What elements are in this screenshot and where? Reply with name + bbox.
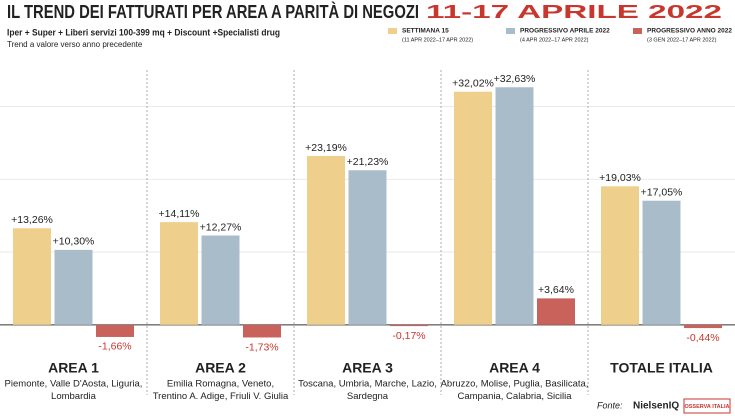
partner-box bbox=[683, 398, 731, 414]
bar bbox=[96, 324, 134, 337]
bar bbox=[495, 87, 534, 325]
value-label: +3,64% bbox=[538, 284, 574, 296]
source-label: Fonte: bbox=[597, 400, 623, 410]
legend-period: (11 APR 2022–17 APR 2022) bbox=[402, 37, 473, 43]
value-label: -0,44% bbox=[686, 332, 719, 344]
value-label: +23,19% bbox=[305, 142, 347, 154]
x-tick-label: TOTALE ITALIA bbox=[610, 360, 713, 376]
chart-title: IL TREND DEI FATTURATI PER AREA A PARITÀ… bbox=[7, 1, 419, 22]
category-regions: Lombardia bbox=[51, 391, 97, 402]
bar bbox=[454, 91, 492, 325]
value-label: +32,02% bbox=[452, 77, 494, 89]
x-tick-label: AREA 1 bbox=[48, 360, 99, 376]
category-regions: Emilia Romagna, Veneto, bbox=[167, 379, 274, 390]
value-label: +14,11% bbox=[159, 208, 200, 220]
category-regions: Campania, Calabria, Sicilia bbox=[457, 391, 572, 402]
note: Trend a valore verso anno precedente bbox=[7, 40, 143, 49]
subtitle: Iper + Super + Liberi servizi 100-399 mq… bbox=[7, 28, 280, 39]
category-regions: Piemonte, Valle D'Aosta, Liguria, bbox=[5, 379, 143, 390]
legend-swatch bbox=[388, 28, 397, 34]
legend-swatch bbox=[633, 28, 642, 34]
value-label: +19,03% bbox=[599, 172, 641, 184]
value-label: +13,26% bbox=[11, 214, 53, 226]
category-regions: Trentino A. Adige, Friuli V. Giulia bbox=[153, 391, 289, 402]
bar bbox=[13, 228, 51, 325]
legend-label: SETTIMANA 15 bbox=[402, 28, 449, 35]
bar bbox=[537, 298, 575, 325]
value-label: +12,27% bbox=[200, 221, 242, 233]
bar bbox=[642, 200, 681, 325]
bar bbox=[684, 324, 722, 329]
value-label: -1,73% bbox=[245, 341, 278, 353]
value-label: +32,63% bbox=[494, 73, 536, 85]
bar bbox=[307, 156, 345, 325]
bar bbox=[601, 186, 639, 325]
legend-period: (3 GEN 2022–17 APR 2022) bbox=[647, 37, 717, 43]
legend-label: PROGRESSIVO ANNO 2022 bbox=[647, 28, 732, 35]
bar bbox=[160, 222, 198, 325]
x-tick-label: AREA 4 bbox=[489, 360, 540, 376]
legend-swatch bbox=[506, 28, 515, 34]
category-regions: Abruzzo, Molise, Puglia, Basilicata, bbox=[441, 379, 589, 390]
category-regions: Sardegna bbox=[347, 391, 389, 402]
category-regions: Toscana, Umbria, Marche, Lazio, bbox=[298, 379, 437, 390]
bar bbox=[243, 324, 281, 338]
bar bbox=[348, 170, 387, 325]
source: NielsenIQ bbox=[633, 401, 679, 412]
x-tick-label: AREA 3 bbox=[342, 360, 393, 376]
partner: OSSERVA ITALIA bbox=[684, 404, 729, 410]
bar bbox=[54, 249, 93, 325]
value-label: +17,05% bbox=[641, 186, 683, 198]
value-label: +10,30% bbox=[53, 236, 95, 248]
legend-period: (4 APR 2022–17 APR 2022) bbox=[520, 37, 589, 43]
value-label: +21,23% bbox=[347, 156, 389, 168]
value-label: -1,66% bbox=[98, 341, 131, 353]
bar bbox=[390, 324, 428, 327]
x-tick-label: AREA 2 bbox=[195, 360, 246, 376]
bar bbox=[201, 235, 240, 325]
chart-title-highlight: 11-17 APRILE 2022 bbox=[426, 2, 722, 22]
legend-label: PROGRESSIVO APRILE 2022 bbox=[520, 28, 610, 35]
value-label: -0,17% bbox=[392, 330, 425, 342]
